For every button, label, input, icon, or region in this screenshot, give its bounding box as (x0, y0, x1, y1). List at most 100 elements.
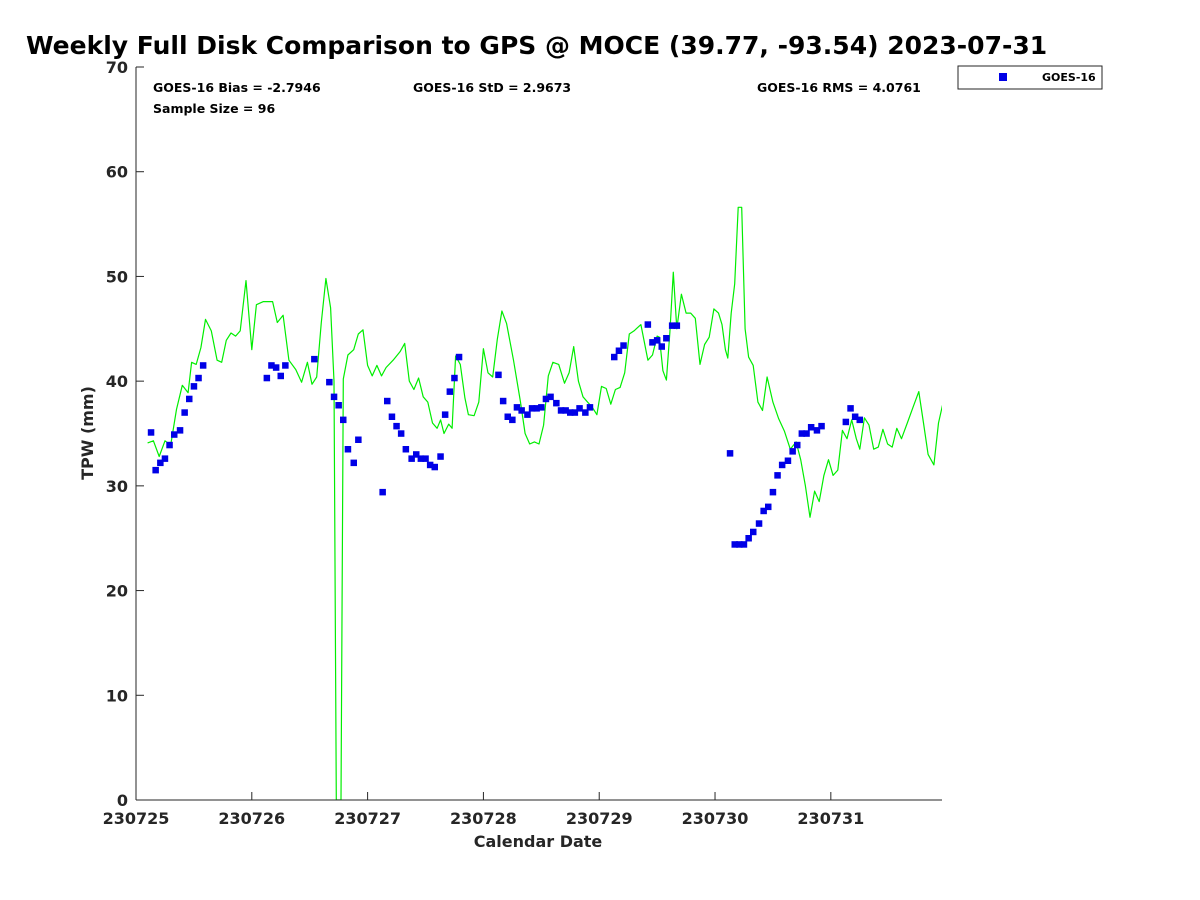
y-ticks: 0 10 20 30 40 50 60 70 (106, 58, 144, 810)
x-ticks: 230725 230726 230727 230728 230729 230730 2307… (103, 792, 864, 828)
goes-point (798, 430, 806, 437)
goes-point (620, 342, 627, 349)
goes-point (350, 459, 357, 467)
y-axis-label: TPW (mm) (78, 386, 97, 480)
goes-point (355, 436, 362, 443)
x-axis-label: Calendar Date (474, 832, 603, 851)
goes-point (553, 399, 560, 407)
std-stat: GOES-16 StD = 2.9673 (413, 80, 571, 95)
goes-point (576, 405, 583, 412)
goes-point (437, 453, 444, 460)
goes-point (765, 503, 772, 511)
goes-point (538, 404, 545, 411)
goes-point (181, 409, 188, 416)
goes-point (147, 429, 155, 436)
legend-box (957, 65, 1103, 90)
goes-point (166, 441, 173, 449)
y-tick-label: 60 (106, 163, 128, 182)
legend: GOES-16 (957, 65, 1103, 90)
goes-point (658, 343, 665, 350)
goes-point (171, 431, 178, 438)
goes-point (417, 455, 425, 462)
goes-point (611, 353, 618, 361)
y-tick-label: 10 (106, 686, 128, 705)
goes-point (784, 457, 792, 464)
goes-point (760, 507, 767, 515)
goes-point (388, 413, 396, 420)
goes-point (649, 339, 656, 346)
goes-point (326, 378, 333, 386)
gps-series (147, 206, 942, 800)
goes-point (533, 405, 540, 412)
y-tick-label: 20 (106, 582, 128, 601)
goes-point (379, 488, 386, 496)
goes-point (847, 405, 854, 412)
goes-point (615, 347, 623, 354)
goes-point (842, 418, 850, 426)
goes-point (524, 411, 531, 418)
goes-point (562, 407, 569, 414)
goes-point (663, 335, 670, 342)
goes-point (268, 362, 275, 369)
goes-point (455, 353, 463, 361)
goes-point (340, 416, 347, 424)
goes-point (277, 372, 284, 380)
goes-point (856, 416, 863, 424)
goes-point (818, 422, 825, 430)
goes-point (644, 321, 652, 328)
goes-point (408, 455, 415, 462)
x-tick-label: 230730 (682, 809, 749, 828)
goes-point (157, 459, 164, 467)
goes-point (509, 416, 516, 424)
goes-point (736, 541, 743, 548)
y-tick-label: 70 (106, 58, 128, 77)
x-tick-label: 230729 (566, 809, 633, 828)
goes-point (451, 374, 458, 382)
goes-point (446, 388, 454, 395)
y-tick-label: 40 (106, 372, 128, 391)
goes-point (413, 451, 420, 458)
goes-point (441, 411, 449, 418)
goes-point (778, 461, 786, 469)
goes-point (272, 364, 280, 371)
goes-point (571, 409, 579, 416)
goes-point (402, 446, 410, 453)
y-tick-label: 50 (106, 267, 128, 286)
y-tick-label: 0 (117, 791, 128, 810)
goes-point (518, 407, 525, 414)
goes-point (803, 430, 810, 437)
chart-title: Weekly Full Disk Comparison to GPS @ MOC… (26, 31, 1047, 60)
goes-point (176, 427, 184, 434)
goes-point (726, 450, 734, 457)
goes-point (344, 446, 352, 453)
goes-point (311, 355, 318, 363)
goes-point (186, 395, 193, 403)
goes-point (673, 322, 681, 329)
goes-point (152, 466, 159, 474)
goes-point (813, 427, 821, 434)
sample-size-stat: Sample Size = 96 (153, 101, 275, 116)
rms-stat: GOES-16 RMS = 4.0761 (757, 80, 921, 95)
plot-area (147, 206, 942, 800)
goes-point (431, 463, 438, 471)
goes-point (586, 404, 594, 411)
goes-point (851, 413, 859, 420)
goes-point (195, 374, 202, 382)
goes-point (190, 383, 198, 390)
x-tick-label: 230731 (797, 809, 864, 828)
goes-point (528, 405, 536, 412)
goes-point (750, 528, 757, 536)
goes-point (335, 402, 342, 409)
goes-point (397, 430, 405, 437)
legend-marker (999, 73, 1007, 81)
x-tick-label: 230728 (450, 809, 517, 828)
x-tick-label: 230727 (334, 809, 401, 828)
goes-series (147, 321, 863, 548)
goes-point (794, 441, 801, 449)
goes-point (582, 409, 589, 416)
goes-point (542, 395, 550, 403)
x-tick-label: 230725 (103, 809, 170, 828)
goes-point (745, 535, 752, 542)
goes-point (426, 461, 434, 469)
